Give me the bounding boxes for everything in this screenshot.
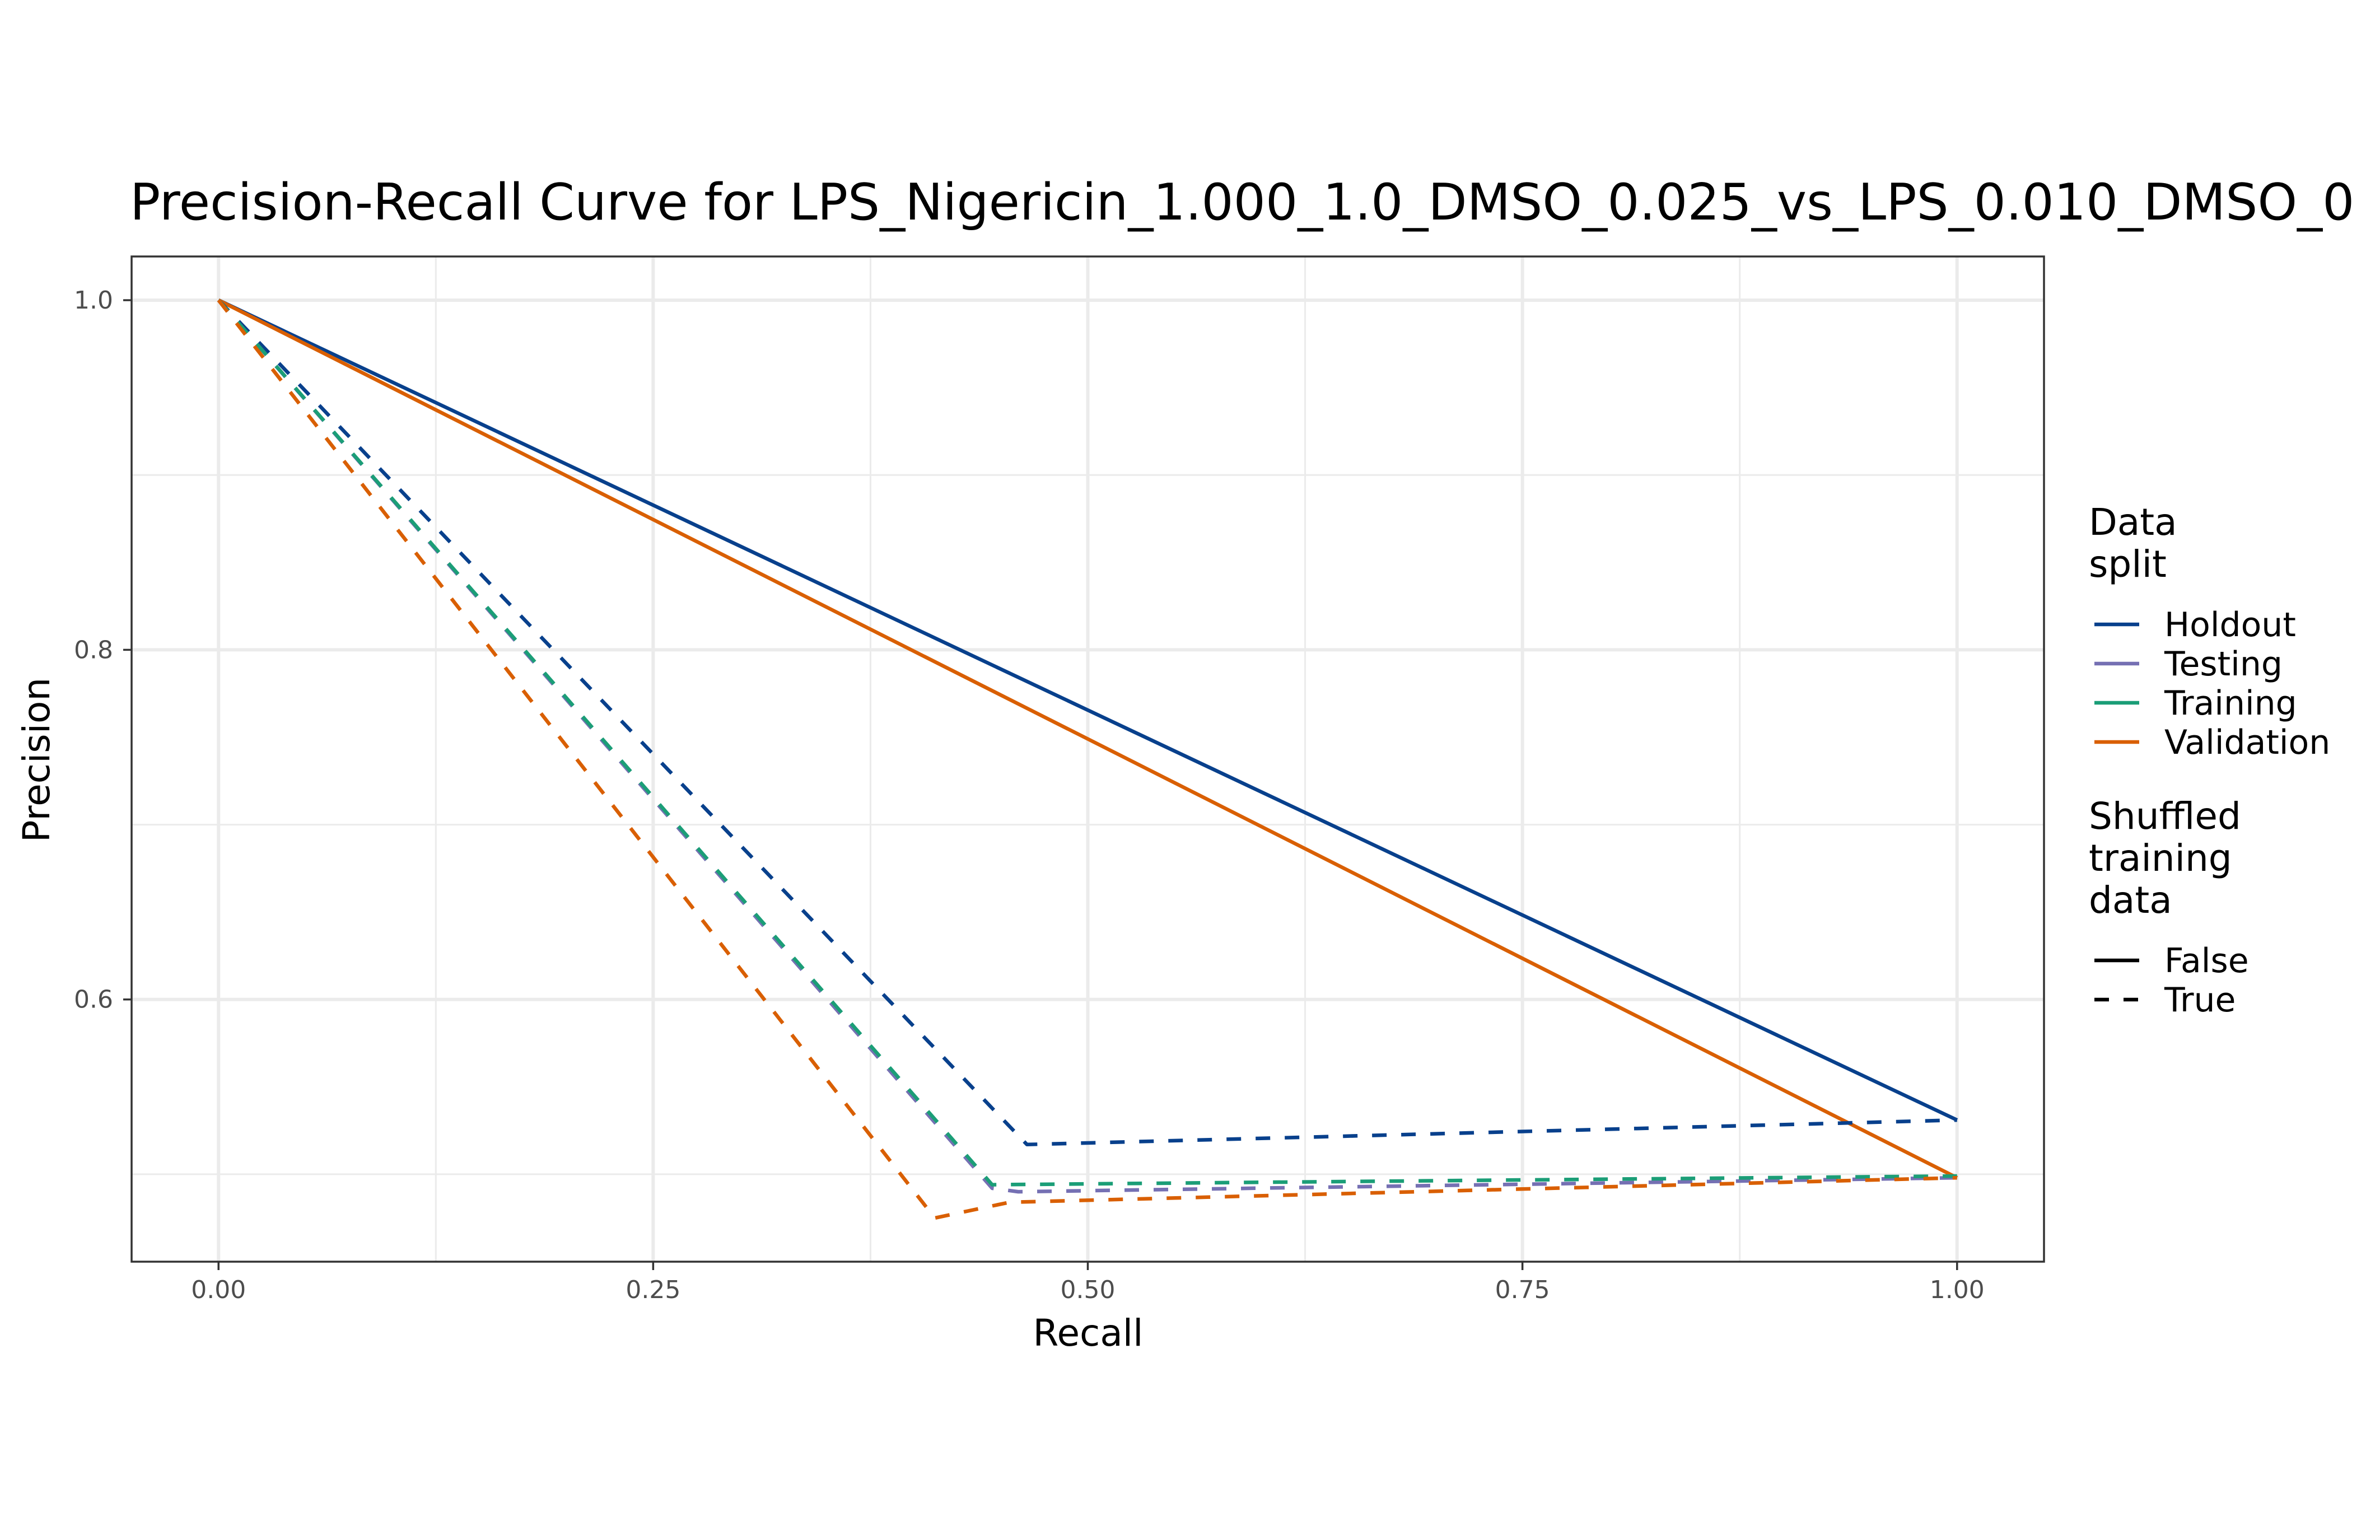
series-line-validation-shuffled-true — [217, 299, 1957, 1220]
series-line-validation-shuffled-false — [217, 298, 1958, 1180]
legend-title-data-split: split — [2089, 543, 2167, 586]
x-tick-label: 1.00 — [1930, 1276, 1985, 1304]
y-tick-label: 1.0 — [74, 286, 113, 315]
series-layer — [217, 298, 1958, 1220]
legend-title-shuffled-training-data: training — [2089, 837, 2232, 880]
x-axis-title: Recall — [1033, 1312, 1144, 1355]
x-tick-label: 0.50 — [1061, 1276, 1116, 1304]
legend-label-holdout: Holdout — [2164, 605, 2296, 645]
series-line-training-shuffled-true — [217, 298, 1957, 1187]
major-gridlines — [132, 256, 2044, 1262]
legend-label-training: Training — [2164, 684, 2297, 723]
series-line-holdout-shuffled-true — [217, 298, 1957, 1147]
legend-label-testing: Testing — [2164, 645, 2283, 684]
legend-label-validation: Validation — [2164, 723, 2330, 762]
series-line-holdout-shuffled-false — [217, 298, 1958, 1122]
chart-title: Precision-Recall Curve for LPS_Nigericin… — [130, 173, 2354, 232]
y-axis-ticks: 0.6 0.8 1.0 — [74, 286, 132, 1014]
legend-title-shuffled-training-data: Shuffled — [2089, 795, 2241, 838]
legend-title-shuffled-training-data: data — [2089, 879, 2172, 922]
y-axis-title: Precision — [15, 678, 58, 843]
x-tick-label: 0.75 — [1495, 1276, 1550, 1304]
legend-title-data-split: Data — [2089, 501, 2177, 544]
x-axis-ticks: 0.00 0.25 0.50 0.75 1.00 — [191, 1262, 1985, 1304]
legend-label-true: True — [2164, 981, 2236, 1020]
x-tick-label: 0.25 — [626, 1276, 680, 1304]
y-tick-label: 0.6 — [74, 986, 113, 1014]
legend-label-false: False — [2164, 941, 2249, 981]
y-tick-label: 0.8 — [74, 636, 113, 664]
x-tick-label: 0.00 — [191, 1276, 246, 1304]
